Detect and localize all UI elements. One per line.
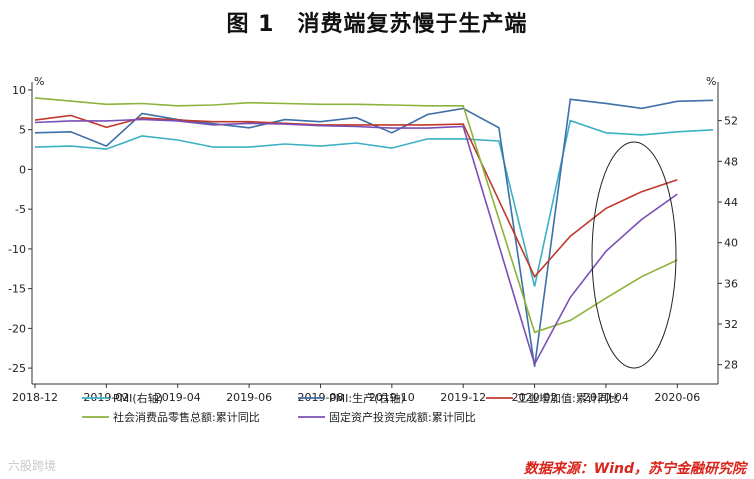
highlight-ellipse: [591, 141, 677, 369]
left-tick-label: -25: [8, 362, 26, 375]
chart-axes: [31, 82, 719, 385]
left-tick-label: 5: [19, 124, 26, 137]
right-tick-label: 28: [724, 359, 738, 372]
right-tick-label: 52: [724, 115, 738, 128]
left-axis-ticks: -25 -20 -15 -10 -5 0 5 10: [8, 84, 32, 375]
legend-label-1: PMI(右轴): [113, 391, 163, 405]
left-tick-label: 0: [19, 163, 26, 176]
x-tick-label: 2019-04: [155, 391, 201, 404]
source-note: 数据来源：Wind，苏宁金融研究院: [523, 461, 746, 477]
legend-label-5: 固定资产投资完成额:累计同比: [329, 410, 476, 424]
x-tick-label: 2018-12: [12, 391, 58, 404]
legend: PMI(右轴) PMI:生产(右轴) 工业增加值:累计同比社会消费品零售总额:累计同…: [82, 391, 620, 424]
right-tick-label: 48: [724, 155, 738, 168]
right-tick-label: 40: [724, 237, 738, 250]
legend-label-2: PMI:生产(右轴): [329, 391, 405, 405]
series-line-2: [34, 98, 714, 367]
legend-label-4: 社会消费品零售总额:累计同比: [113, 410, 260, 424]
legend-label-3: 工业增加值:累计同比: [517, 391, 620, 405]
x-tick-label: 2020-02: [512, 391, 558, 404]
left-tick-label: -20: [8, 322, 26, 335]
x-tick-label: 2020-04: [583, 391, 629, 404]
x-tick-label: 2019-06: [226, 391, 272, 404]
x-tick-label: 2019-10: [369, 391, 415, 404]
series-line-4: [34, 97, 678, 334]
x-tick-label: 2019-12: [440, 391, 486, 404]
series-line-1: [34, 119, 714, 287]
series-line-5: [34, 118, 678, 367]
right-axis-ticks: 28 32 36 40 44 48 52: [718, 115, 738, 372]
x-axis-ticks: 2018-12 2019-02 2019-04 2019-06 2019-08 2019-…: [12, 384, 700, 404]
left-tick-label: -10: [8, 243, 26, 256]
watermark: 六股跨境: [8, 459, 57, 473]
figure-title: 图 1 消费端复苏慢于生产端: [226, 12, 528, 37]
right-tick-label: 32: [724, 318, 738, 331]
left-axis-unit: %: [34, 75, 44, 88]
right-axis-unit: %: [706, 75, 716, 88]
right-tick-label: 44: [724, 196, 738, 209]
x-tick-label: 2020-06: [654, 391, 700, 404]
left-tick-label: -15: [8, 283, 26, 296]
right-tick-label: 36: [724, 277, 738, 290]
left-tick-label: -5: [15, 203, 26, 216]
left-tick-label: 10: [12, 84, 26, 97]
series-lines: [34, 97, 714, 367]
